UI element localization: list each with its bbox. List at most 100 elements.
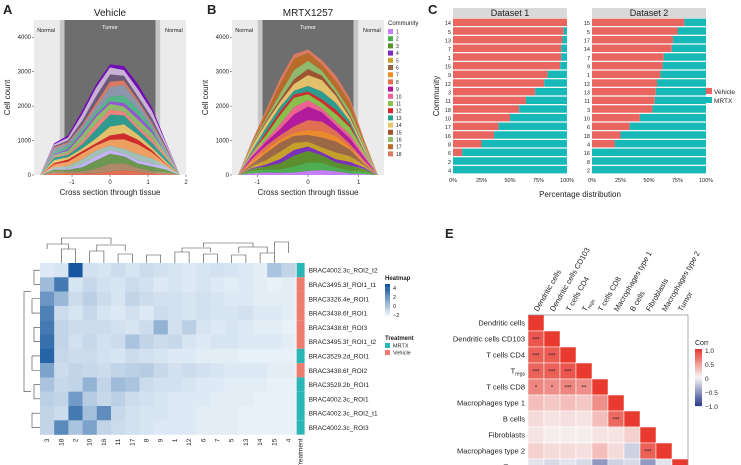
d-heatmap-cell xyxy=(267,363,282,378)
d-heatmap-cell xyxy=(54,291,69,307)
c-bar-mrtx xyxy=(525,96,567,105)
d-legend-gradient-step xyxy=(385,314,390,317)
b-title: MRTX1257 xyxy=(283,8,334,19)
d-treatment-legend-title: Treatment xyxy=(385,336,414,342)
d-heatmap-cell xyxy=(253,406,268,421)
d-heatmap-cell xyxy=(182,377,197,392)
e-legend-gradient-step xyxy=(695,362,702,365)
b-legend-swatch xyxy=(388,65,393,70)
d-heatmap-cell xyxy=(153,406,168,421)
d-heatmap-cell xyxy=(40,291,55,307)
b-area-layer-18 xyxy=(238,49,378,175)
b-area-layer-9 xyxy=(238,106,378,175)
d-treatment-axis-label: Treatment xyxy=(298,438,305,465)
c-bar-mrtx xyxy=(510,113,567,122)
d-heatmap-cell xyxy=(153,363,168,378)
c-facet-strip xyxy=(453,8,567,18)
c-bar-vehicle xyxy=(453,61,561,70)
d-heatmap-cell xyxy=(253,277,268,292)
d-heatmap-cell xyxy=(68,320,83,335)
b-legend-swatch xyxy=(388,29,393,34)
b-legend-swatch xyxy=(388,122,393,128)
e-corr-cell xyxy=(527,314,545,332)
d-legend-gradient-step xyxy=(385,308,390,310)
e-legend-gradient-step xyxy=(695,349,702,351)
d-heatmap-cell xyxy=(196,420,211,435)
d-heatmap-cell xyxy=(153,320,168,335)
d-heatmap-cell xyxy=(40,391,55,407)
e-legend-gradient-step xyxy=(695,369,702,372)
c-facet-title: Dataset 2 xyxy=(630,8,669,18)
b-legend-swatch xyxy=(388,144,393,150)
d-heatmap-cell xyxy=(125,320,140,335)
d-heatmap-cell xyxy=(182,305,197,321)
b-border-left xyxy=(257,20,263,175)
e-legend-tick: 0.5 xyxy=(705,362,714,369)
c-bar-vehicle xyxy=(453,27,564,35)
c-bar-mrtx xyxy=(592,148,706,157)
e-legend-gradient-step xyxy=(695,364,702,367)
d-legend-gradient-step xyxy=(385,312,390,315)
d-heatmap-cell xyxy=(82,406,97,421)
d-dendrogram-branch xyxy=(238,246,268,253)
c-category-label: 2 xyxy=(448,160,451,166)
d-heatmap-cell xyxy=(153,277,168,292)
b-legend-label: 15 xyxy=(396,130,402,136)
d-legend-tick: 4 xyxy=(393,286,396,292)
d-heatmap-cell xyxy=(125,334,140,349)
d-row-label: BRAC3326.4e_ROI1 xyxy=(309,296,370,303)
e-corr-cell xyxy=(559,410,577,428)
d-dendrogram-branch xyxy=(259,252,275,263)
d-dendrogram-branch xyxy=(23,291,31,392)
c-category-label: 5 xyxy=(587,30,590,36)
d-heatmap-cell xyxy=(210,363,225,378)
c-bar-mrtx xyxy=(662,61,706,70)
e-legend-gradient-step xyxy=(695,371,702,374)
b-xtick-label: 0 xyxy=(306,180,310,186)
d-heatmap-cell xyxy=(125,263,140,278)
d-dendrogram-branch xyxy=(89,250,105,263)
e-significance-star: *** xyxy=(644,449,652,455)
d-heatmap-cell xyxy=(238,320,254,335)
d-heatmap-cell xyxy=(267,348,282,364)
c-bar-vehicle xyxy=(592,139,615,148)
e-row-label: B cells xyxy=(503,414,525,423)
d-heatmap-cell xyxy=(196,406,211,421)
d-heatmap-cell xyxy=(40,348,55,364)
d-heatmap-cell xyxy=(125,348,140,364)
d-heatmap-cell xyxy=(54,334,69,349)
e-legend-gradient-step xyxy=(695,385,702,388)
b-legend-swatch xyxy=(388,151,393,157)
b-ytick-label: 2000 xyxy=(216,104,230,110)
b-area-layer-7 xyxy=(238,129,378,175)
d-column-label: 5 xyxy=(229,438,236,442)
d-heatmap-cell xyxy=(167,363,183,378)
c-bar-vehicle xyxy=(592,113,640,122)
e-corr-cell xyxy=(655,458,673,465)
d-heatmap-cell xyxy=(96,334,112,349)
b-area-layer-10 xyxy=(238,100,378,175)
d-heatmap-cell xyxy=(153,334,168,349)
d-column-label: 10 xyxy=(87,438,94,446)
a-area-layer-2 xyxy=(40,163,180,175)
c-bar-mrtx xyxy=(592,157,706,165)
c-bar-mrtx xyxy=(655,87,706,96)
d-treatment-cell xyxy=(296,291,305,306)
d-heatmap-cell xyxy=(210,334,225,349)
d-heatmap-cell xyxy=(253,305,268,321)
c-bar-mrtx xyxy=(535,87,567,96)
b-legend-label: 3 xyxy=(396,44,399,50)
d-heatmap-cell xyxy=(139,320,154,335)
d-legend-gradient-step xyxy=(385,304,390,307)
d-dendrogram-branch xyxy=(274,241,289,253)
d-heatmap-cell xyxy=(281,277,296,292)
e-significance-star: *** xyxy=(548,369,556,375)
c-bar-vehicle xyxy=(592,87,656,96)
d-heatmap-cell xyxy=(238,391,254,407)
c-bar-mrtx xyxy=(563,27,567,35)
d-heatmap-cell xyxy=(82,291,97,307)
d-heatmap-cell xyxy=(125,277,140,292)
c-category-label: 10 xyxy=(445,116,451,122)
d-heatmap-cell xyxy=(196,334,211,349)
c-bar-mrtx xyxy=(639,113,706,122)
